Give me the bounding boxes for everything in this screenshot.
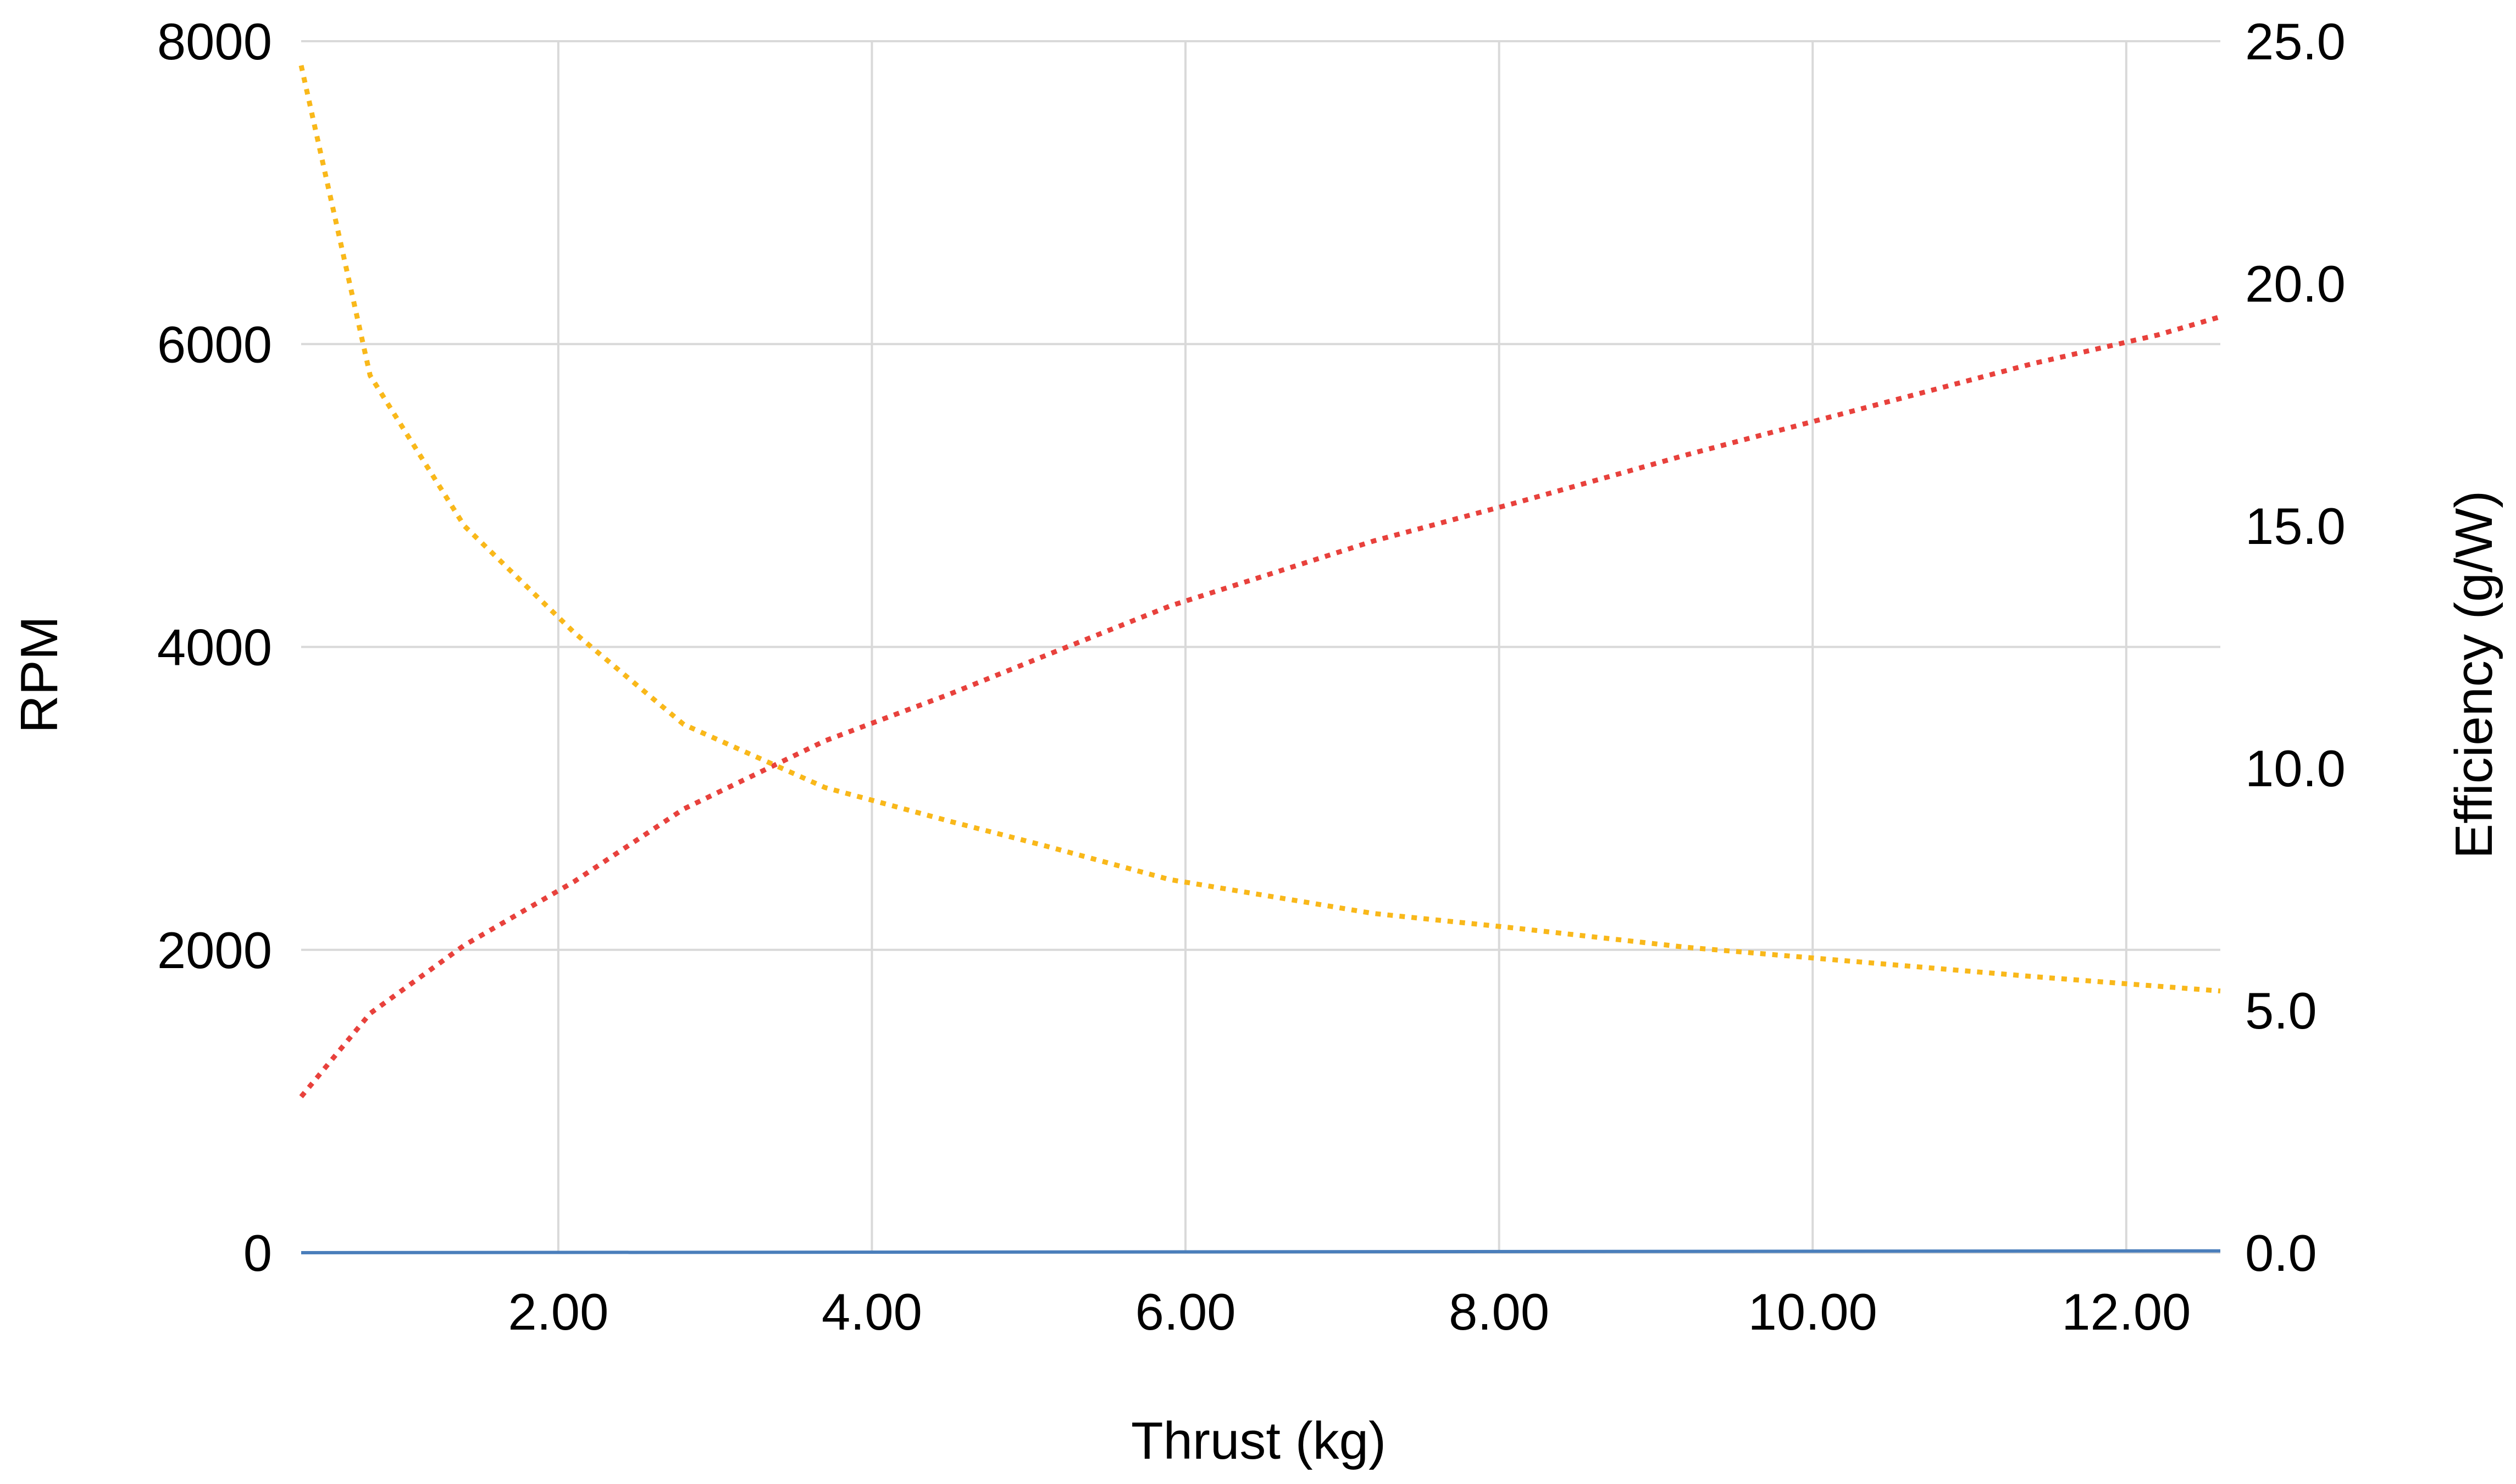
y2-tick-label: 15.0 — [2245, 497, 2346, 555]
tick-layer: 0 2000 4000 6000 8000 0.0 5.0 10.0 15.0 20.0 25.0 2… — [157, 13, 2346, 1341]
series-layer — [298, 65, 2221, 1254]
y-tick-label: 0 — [243, 1224, 272, 1282]
x-tick-label: 10.00 — [1748, 1283, 1877, 1341]
y2-axis-title: Efficiency (g/W) — [2445, 491, 2503, 859]
x-axis-title: Thrust (kg) — [1131, 1411, 1386, 1470]
x-tick-label: 4.00 — [822, 1283, 922, 1341]
x-tick-label: 2.00 — [508, 1283, 608, 1341]
y2-tick-label: 10.0 — [2245, 740, 2346, 797]
y-tick-label: 4000 — [157, 619, 272, 676]
series-line-3 — [301, 1249, 2221, 1254]
y2-tick-label: 0.0 — [2245, 1224, 2317, 1282]
y-axis-title: RPM — [10, 616, 69, 733]
y2-tick-label: 5.0 — [2245, 982, 2317, 1040]
y-tick-label: 2000 — [157, 921, 272, 979]
series-line-2 — [298, 65, 2221, 994]
x-tick-label: 6.00 — [1135, 1283, 1236, 1341]
y-tick-label: 6000 — [157, 315, 272, 373]
series-line-1 — [299, 314, 2221, 1098]
x-tick-label: 8.00 — [1449, 1283, 1549, 1341]
y2-tick-label: 25.0 — [2245, 13, 2346, 70]
x-tick-label: 12.00 — [2061, 1283, 2191, 1341]
y2-tick-label: 20.0 — [2245, 255, 2346, 313]
y-tick-label: 8000 — [157, 13, 272, 70]
